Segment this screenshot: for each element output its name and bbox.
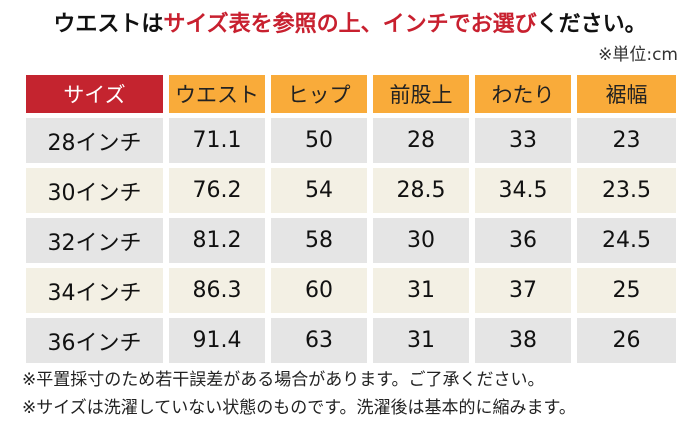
hem-width-cell: 24.5 xyxy=(577,218,676,263)
table-row: 36インチ 91.4 63 31 38 26 xyxy=(26,318,676,363)
hip-cell: 54 xyxy=(271,168,367,213)
hem-width-cell: 23.5 xyxy=(577,168,676,213)
thigh-cell: 36 xyxy=(475,218,571,263)
hem-width-cell: 25 xyxy=(577,268,676,313)
table-header-row: サイズ ウエスト ヒップ 前股上 わたり 裾幅 xyxy=(26,75,676,113)
page-title: ウエストはサイズ表を参照の上、インチでお選びください。 xyxy=(0,6,700,38)
thigh-cell: 33 xyxy=(475,118,571,163)
hem-width-cell: 23 xyxy=(577,118,676,163)
column-header-thigh: わたり xyxy=(475,75,571,113)
thigh-cell: 37 xyxy=(475,268,571,313)
front-rise-cell: 30 xyxy=(373,218,469,263)
hip-cell: 63 xyxy=(271,318,367,363)
hip-cell: 60 xyxy=(271,268,367,313)
size-cell: 32インチ xyxy=(26,218,163,263)
table-row: 34インチ 86.3 60 31 37 25 xyxy=(26,268,676,313)
table-row: 32インチ 81.2 58 30 36 24.5 xyxy=(26,218,676,263)
size-cell: 36インチ xyxy=(26,318,163,363)
front-rise-cell: 28.5 xyxy=(373,168,469,213)
column-header-waist: ウエスト xyxy=(169,75,265,113)
column-header-hem-width: 裾幅 xyxy=(577,75,676,113)
waist-cell: 76.2 xyxy=(169,168,265,213)
front-rise-cell: 28 xyxy=(373,118,469,163)
footnote-shrinkage: ※サイズは洗濯していない状態のものです。洗濯後は基本的に縮みます。 xyxy=(22,398,576,418)
footnote-measurement: ※平置採寸のため若干誤差がある場合があります。ご了承ください。 xyxy=(22,370,545,390)
waist-cell: 71.1 xyxy=(169,118,265,163)
table-row: 30インチ 76.2 54 28.5 34.5 23.5 xyxy=(26,168,676,213)
hip-cell: 58 xyxy=(271,218,367,263)
footnotes: ※平置採寸のため若干誤差がある場合があります。ご了承ください。 ※サイズは洗濯し… xyxy=(22,366,576,422)
table-row: 28インチ 71.1 50 28 33 23 xyxy=(26,118,676,163)
thigh-cell: 34.5 xyxy=(475,168,571,213)
title-part-2: サイズ表を参照の上、インチでお選び xyxy=(163,12,537,37)
front-rise-cell: 31 xyxy=(373,318,469,363)
size-cell: 30インチ xyxy=(26,168,163,213)
size-table: サイズ ウエスト ヒップ 前股上 わたり 裾幅 28インチ 71.1 50 28… xyxy=(20,70,682,368)
waist-cell: 81.2 xyxy=(169,218,265,263)
size-cell: 34インチ xyxy=(26,268,163,313)
title-part-3: ください。 xyxy=(536,12,647,37)
title-part-1: ウエストは xyxy=(53,12,164,37)
size-cell: 28インチ xyxy=(26,118,163,163)
front-rise-cell: 31 xyxy=(373,268,469,313)
waist-cell: 86.3 xyxy=(169,268,265,313)
waist-cell: 91.4 xyxy=(169,318,265,363)
unit-note: ※単位:cm xyxy=(598,45,678,65)
column-header-size: サイズ xyxy=(26,75,163,113)
column-header-hip: ヒップ xyxy=(271,75,367,113)
column-header-front-rise: 前股上 xyxy=(373,75,469,113)
thigh-cell: 38 xyxy=(475,318,571,363)
hem-width-cell: 26 xyxy=(577,318,676,363)
hip-cell: 50 xyxy=(271,118,367,163)
